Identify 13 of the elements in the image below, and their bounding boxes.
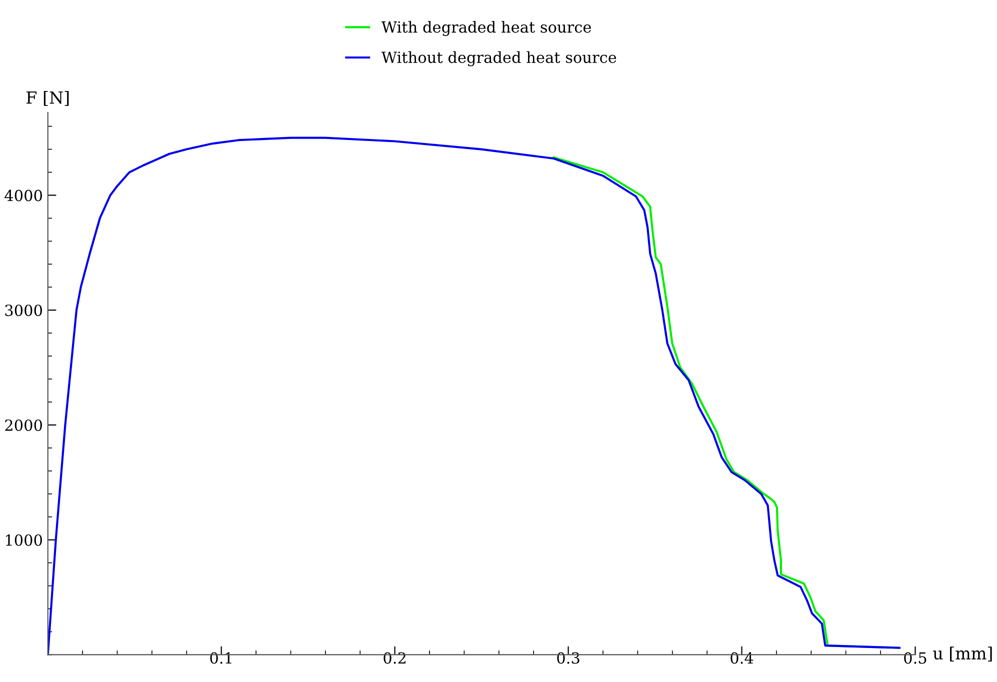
legend-label: Without degraded heat source xyxy=(381,51,616,66)
y-tick-label: 3000 xyxy=(5,304,42,316)
x-axis-title: u [mm] xyxy=(933,646,992,662)
legend-label: With degraded heat source xyxy=(381,20,591,36)
x-tick-label: 0.2 xyxy=(384,652,406,664)
x-tick-label: 0.3 xyxy=(557,652,580,664)
y-tick-label: 2000 xyxy=(5,419,42,431)
y-tick-label: 1000 xyxy=(6,534,42,546)
x-tick-label: 0.5 xyxy=(904,652,926,664)
x-tick-label: 0.4 xyxy=(730,652,754,664)
y-tick-label: 4000 xyxy=(4,190,42,202)
y-axis-title: F [N] xyxy=(26,90,69,106)
x-tick-label: 0.1 xyxy=(210,652,232,664)
